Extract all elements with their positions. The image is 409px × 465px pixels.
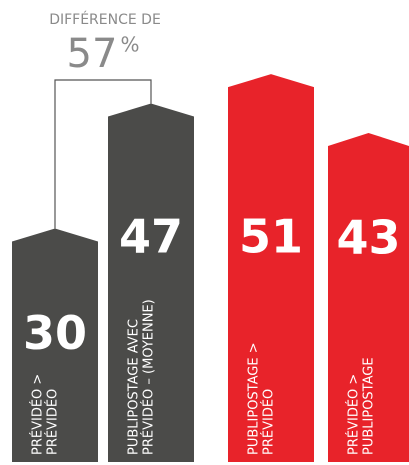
bar [328, 132, 409, 462]
category-line: PRÉVIDÉO [45, 389, 61, 455]
category-label: PUBLIPOSTAGE > PRÉVIDÉO [247, 342, 277, 455]
value-label: 30 [23, 306, 87, 360]
category-label: PUBLIPOSTAGE AVEC PRÉVIDÉO – (MOYENNE) [127, 299, 157, 455]
bracket [54, 79, 152, 229]
category-line: PRÉVIDÉO [261, 389, 277, 455]
annotation-value: 57 [67, 31, 118, 77]
category-line: PUBLIPOSTAGE AVEC [127, 319, 142, 455]
annotation-title: DIFFÉRENCE DE [49, 11, 161, 28]
category-line: PUBLIPOSTAGE [362, 357, 377, 455]
category-line: PRÉVIDÉO > [346, 374, 362, 455]
bar [12, 228, 98, 462]
value-label: 47 [119, 210, 183, 264]
value-label: 51 [239, 210, 303, 264]
category-line: PRÉVIDÉO > [30, 374, 46, 455]
bar [228, 74, 314, 463]
category-line: PRÉVIDÉO – (MOYENNE) [141, 299, 157, 455]
category-label: PRÉVIDÉO > PRÉVIDÉO [30, 374, 61, 455]
value-label: 43 [336, 210, 400, 264]
category-line: PUBLIPOSTAGE > [247, 342, 262, 455]
annotation-suffix: % [120, 33, 139, 57]
bar [108, 103, 194, 463]
category-label: PRÉVIDÉO > PUBLIPOSTAGE [346, 357, 377, 455]
